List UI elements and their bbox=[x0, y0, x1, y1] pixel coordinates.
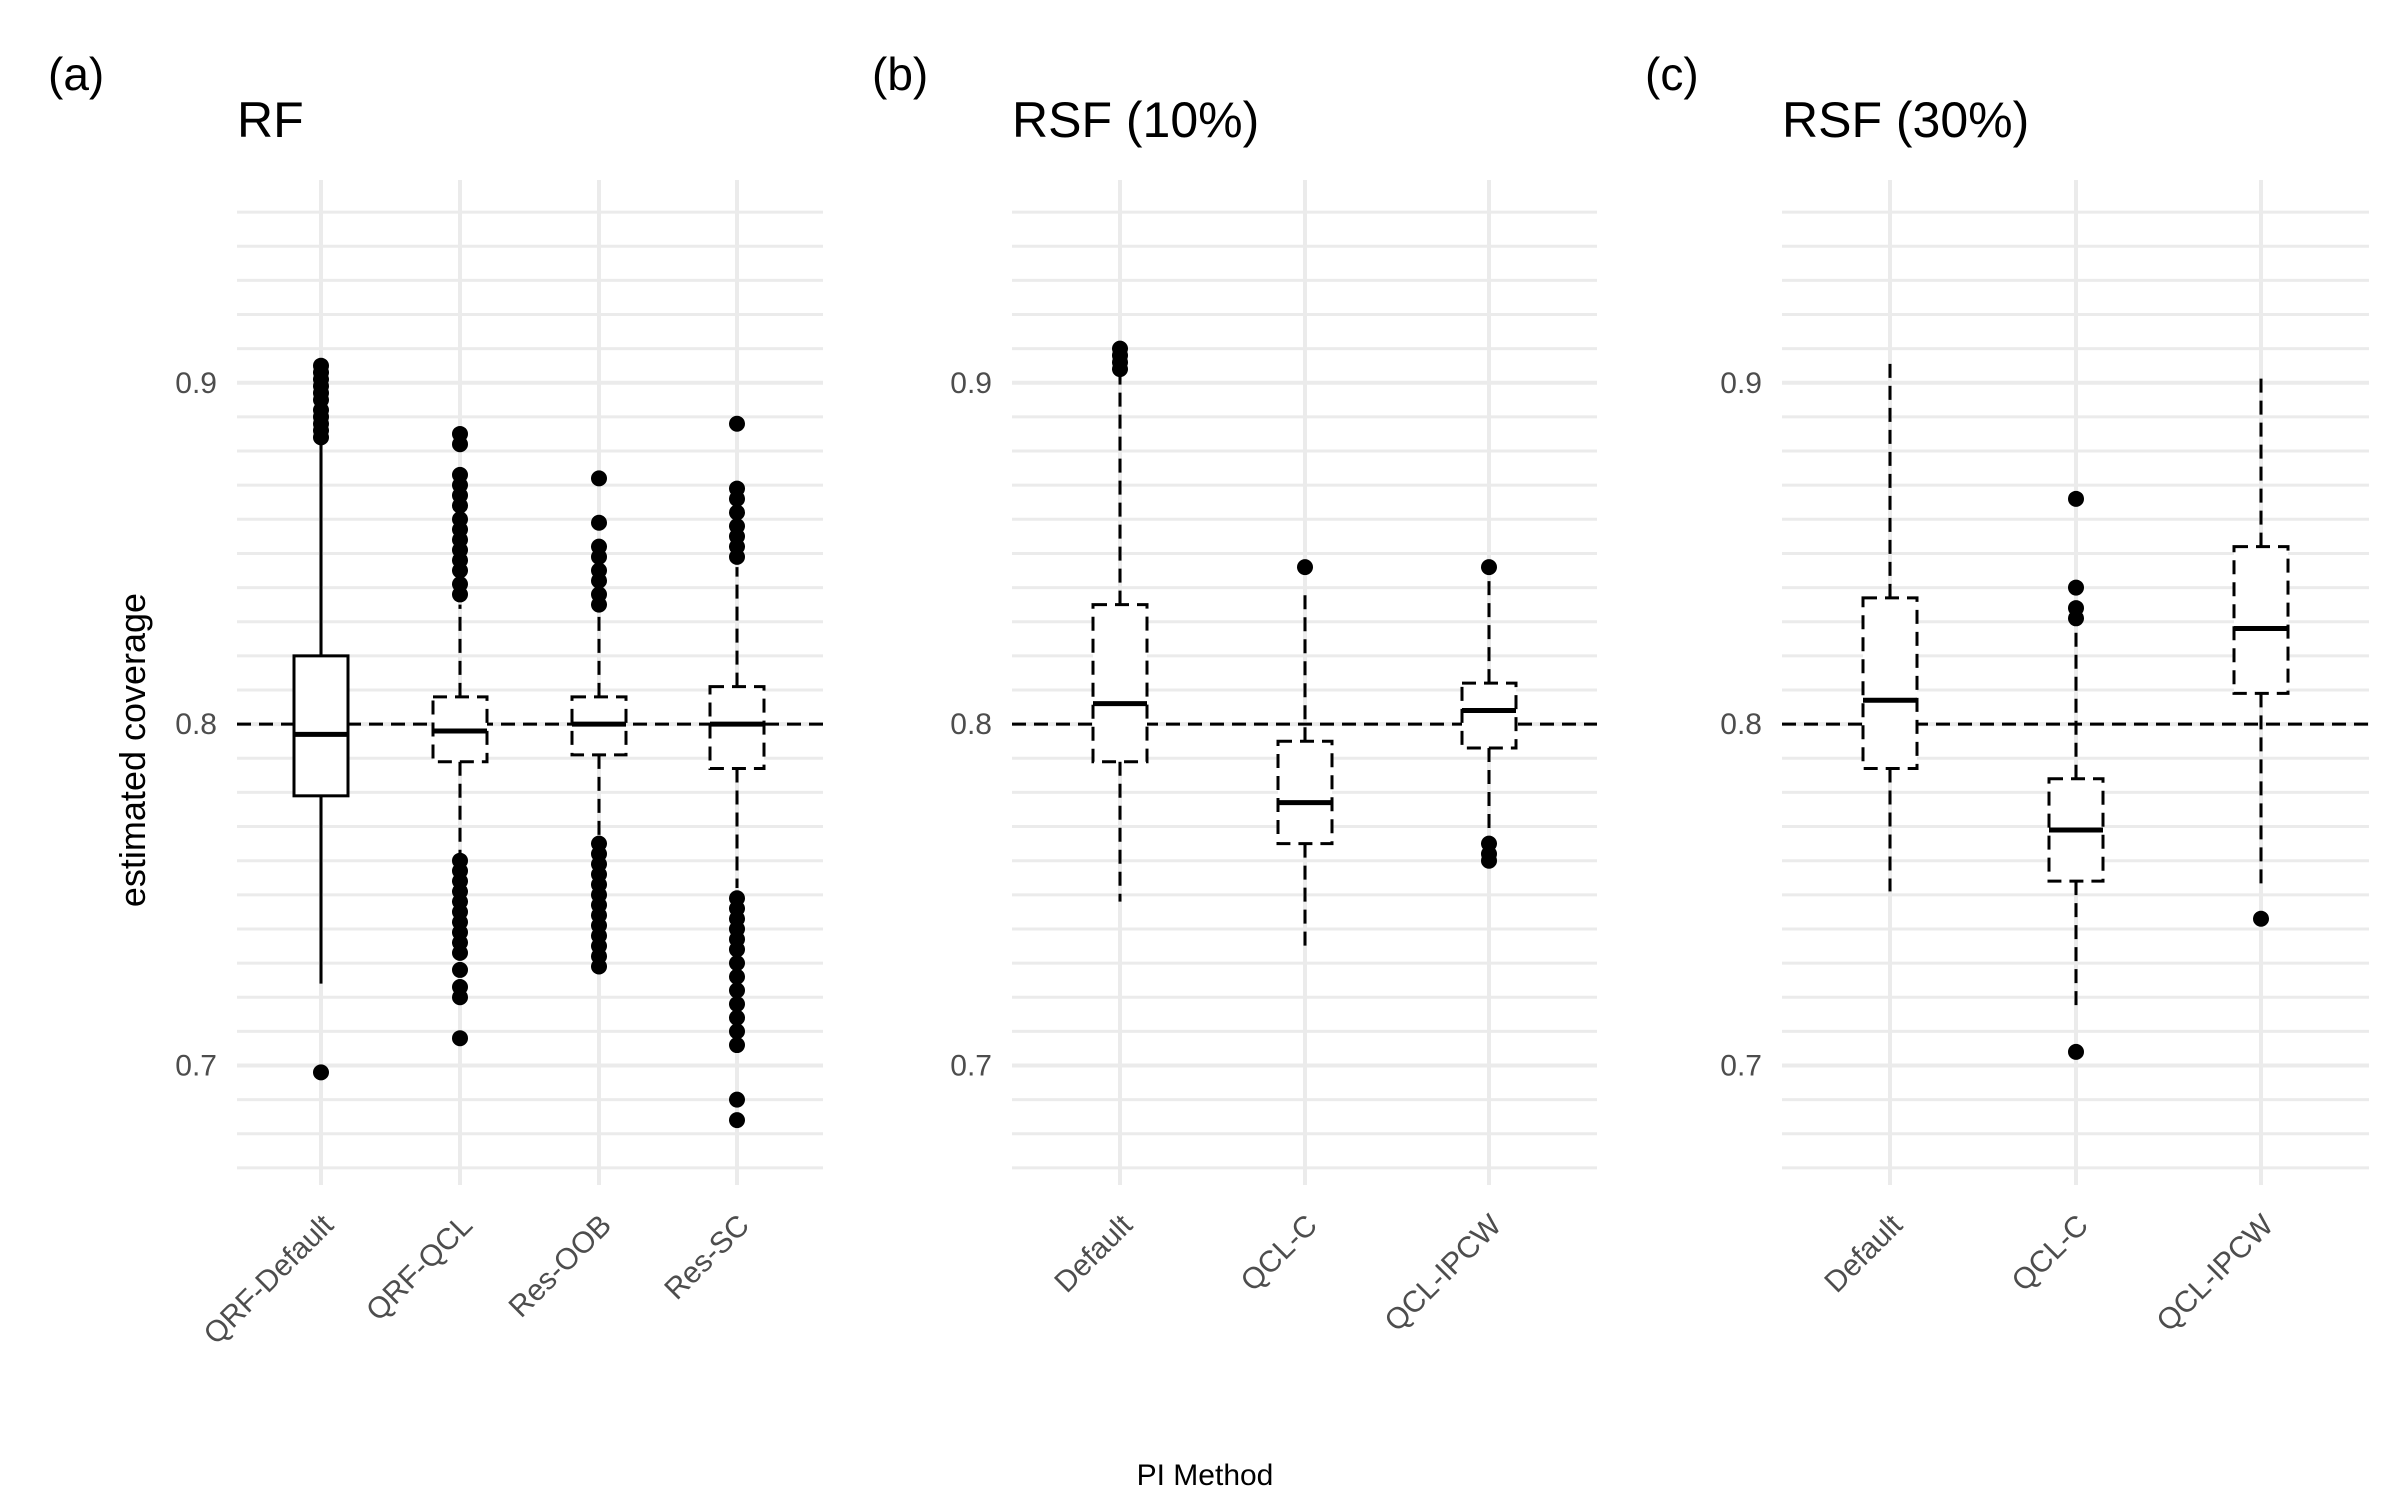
panel-label: (a) bbox=[48, 48, 104, 100]
panel-a: 0.7 0.8 0.9 QRF-Default QRF-QCL Res-OOB Res-SC… bbox=[48, 48, 823, 1351]
outlier-point bbox=[1297, 559, 1313, 576]
outlier-point bbox=[2068, 490, 2084, 507]
panel-title: RF bbox=[237, 92, 304, 148]
x-axis-title: PI Method bbox=[1137, 1459, 1274, 1492]
boxplot-qcl-c bbox=[2047, 490, 2105, 1060]
y-tick-label: 0.9 bbox=[950, 367, 992, 400]
boxplot-default bbox=[1861, 358, 1919, 892]
outlier-point bbox=[591, 538, 607, 555]
outlier-point bbox=[591, 586, 607, 603]
y-tick-label: 0.7 bbox=[1720, 1050, 1762, 1083]
boxplot-qrf-default bbox=[292, 357, 350, 1081]
x-tick-label: QCL-C bbox=[1235, 1209, 1324, 1298]
outlier-point bbox=[591, 835, 607, 852]
boxplot-res-oob bbox=[570, 470, 628, 975]
outlier-point bbox=[729, 1112, 745, 1129]
outlier-point bbox=[729, 996, 745, 1013]
y-tick-label: 0.9 bbox=[1720, 367, 1762, 400]
outlier-point bbox=[452, 961, 468, 978]
box-iqr bbox=[1460, 681, 1518, 750]
outlier-point bbox=[313, 357, 329, 374]
boxplot-default bbox=[1091, 340, 1149, 902]
outlier-point bbox=[729, 982, 745, 999]
box-iqr bbox=[1091, 603, 1149, 764]
panels: 0.7 0.8 0.9 QRF-Default QRF-QCL Res-OOB Res-SC… bbox=[48, 48, 2369, 1351]
x-tick-label: QCL-IPCW bbox=[1379, 1208, 1509, 1338]
outlier-point bbox=[729, 504, 745, 521]
outlier-point bbox=[729, 890, 745, 907]
outlier-point bbox=[2068, 579, 2084, 596]
panel-label: (c) bbox=[1645, 48, 1699, 100]
x-tick-label: Res-OOB bbox=[503, 1209, 618, 1324]
outlier-point bbox=[452, 425, 468, 442]
outlier-point bbox=[452, 466, 468, 483]
outlier-point bbox=[729, 1037, 745, 1054]
outlier-point bbox=[452, 852, 468, 869]
y-axis-title: estimated coverage bbox=[112, 593, 153, 907]
panel-label: (b) bbox=[872, 48, 928, 100]
y-tick-label: 0.7 bbox=[950, 1050, 992, 1083]
outlier-point bbox=[729, 480, 745, 497]
outlier-point bbox=[729, 1023, 745, 1040]
outlier-point bbox=[2068, 1043, 2084, 1060]
x-tick-label: Default bbox=[1048, 1208, 1139, 1299]
outlier-point bbox=[1481, 835, 1497, 852]
outlier-point bbox=[452, 511, 468, 528]
panel-c: 0.7 0.8 0.9 Default QCL-C QCL-IPCW (c) RSF (30%… bbox=[1645, 48, 2369, 1338]
outlier-point bbox=[2253, 910, 2269, 927]
box-iqr bbox=[292, 654, 350, 798]
outlier-point bbox=[591, 470, 607, 487]
panel-title: RSF (30%) bbox=[1782, 92, 2029, 148]
boxplot-qcl-ipcw bbox=[2232, 372, 2290, 927]
box-iqr bbox=[708, 685, 766, 771]
outlier-point bbox=[452, 979, 468, 995]
boxplot-qcl-ipcw bbox=[1460, 559, 1518, 869]
x-tick-label: Res-SC bbox=[658, 1209, 756, 1307]
x-tick-label: QCL-C bbox=[2006, 1209, 2095, 1298]
outlier-point bbox=[729, 955, 745, 972]
boxplot-qrf-qcl bbox=[431, 425, 489, 1047]
outlier-point bbox=[452, 1030, 468, 1047]
x-tick-label: Default bbox=[1818, 1208, 1909, 1299]
box-iqr bbox=[1276, 739, 1334, 846]
y-tick-label: 0.7 bbox=[175, 1050, 217, 1083]
outlier-point bbox=[729, 968, 745, 985]
boxplot-res-sc bbox=[708, 415, 766, 1129]
outlier-point bbox=[591, 514, 607, 531]
outlier-point bbox=[729, 415, 745, 432]
boxplot-qcl-c bbox=[1276, 559, 1334, 953]
panel-title: RSF (10%) bbox=[1012, 92, 1259, 148]
outlier-point bbox=[313, 1064, 329, 1081]
outlier-point bbox=[2068, 600, 2084, 617]
x-tick-label: QRF-Default bbox=[198, 1208, 341, 1351]
outlier-point bbox=[1481, 559, 1497, 576]
outlier-point bbox=[1112, 340, 1128, 357]
y-tick-label: 0.9 bbox=[175, 367, 217, 400]
outlier-point bbox=[729, 1009, 745, 1026]
panel-b: 0.7 0.8 0.9 Default QCL-C QCL-IPCW (b) RSF (10%… bbox=[872, 48, 1597, 1338]
x-tick-label: QRF-QCL bbox=[360, 1209, 479, 1328]
outlier-point bbox=[591, 562, 607, 579]
outlier-point bbox=[729, 518, 745, 535]
y-tick-label: 0.8 bbox=[950, 708, 992, 741]
y-tick-label: 0.8 bbox=[1720, 708, 1762, 741]
x-tick-label: QCL-IPCW bbox=[2151, 1208, 2281, 1338]
outlier-point bbox=[452, 576, 468, 593]
box-iqr bbox=[1861, 596, 1919, 771]
outlier-point bbox=[729, 1091, 745, 1108]
box-iqr bbox=[2232, 545, 2290, 695]
y-tick-label: 0.8 bbox=[175, 708, 217, 741]
